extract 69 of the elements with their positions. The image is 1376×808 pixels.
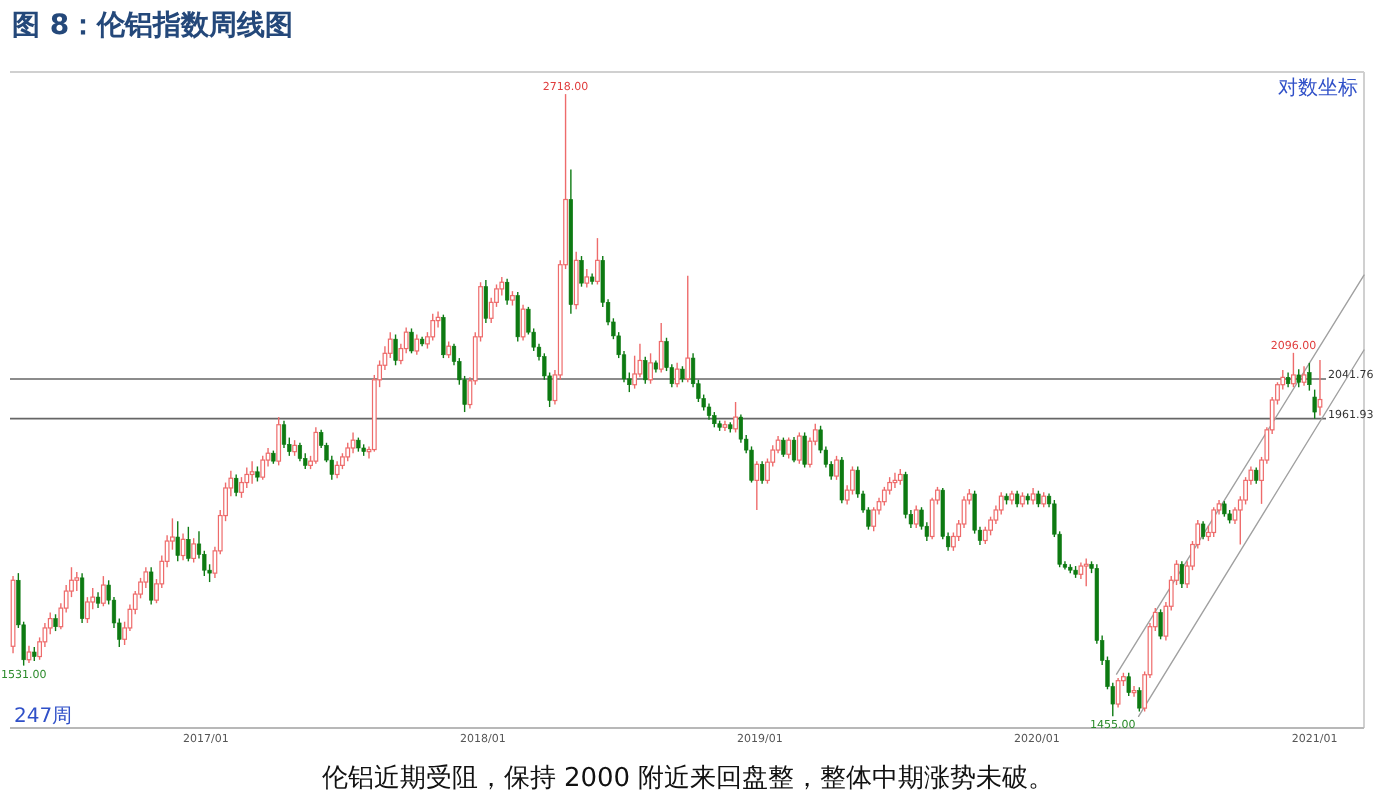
candlestick — [834, 455, 839, 481]
candlestick — [249, 460, 255, 485]
candlestick — [313, 426, 319, 465]
candlestick — [791, 436, 797, 463]
candlestick — [1158, 608, 1163, 640]
candlestick — [483, 279, 488, 324]
candlestick — [100, 575, 106, 607]
candlestick — [1137, 686, 1142, 713]
candlestick — [850, 465, 855, 496]
candlestick — [802, 431, 807, 469]
candlestick — [1317, 359, 1323, 417]
candlestick — [786, 436, 792, 460]
candlestick — [186, 526, 191, 563]
candlestick — [276, 416, 282, 467]
candlestick — [175, 520, 180, 563]
candlestick — [658, 322, 664, 374]
candlestick — [1307, 362, 1312, 392]
candlestick — [1179, 560, 1184, 589]
candlestick — [505, 278, 510, 306]
candlestick — [871, 506, 877, 533]
candlestick — [1126, 672, 1131, 697]
candlestick — [643, 355, 648, 385]
candlestick — [796, 431, 802, 465]
candlestick — [520, 303, 526, 342]
text: 伦铝近期受阻，保持 2000 附近来回盘整，整体中期涨势未破。 — [321, 764, 1055, 794]
candlestick — [1312, 388, 1317, 420]
candlestick — [414, 333, 420, 356]
candlestick — [234, 473, 239, 497]
candlestick — [430, 313, 436, 342]
annotation: 247周 — [14, 706, 73, 728]
candlestick — [297, 442, 303, 462]
candlestick — [1200, 520, 1206, 541]
candlestick — [595, 237, 600, 286]
candlestick — [674, 362, 680, 388]
candlestick — [441, 313, 446, 359]
candlestick — [74, 571, 80, 592]
candlestick — [409, 327, 414, 355]
candlestick — [1301, 365, 1307, 387]
candlestick — [260, 455, 266, 481]
chart-title: 图 8：伦铝指数周线图 — [12, 10, 294, 42]
candlestick — [191, 537, 197, 564]
candlestick — [1083, 557, 1089, 587]
candlestick — [839, 456, 844, 505]
candlestick — [393, 333, 398, 366]
candlestick — [648, 352, 653, 385]
candlestick — [685, 274, 691, 383]
candlestick — [180, 532, 186, 561]
candlestick — [239, 476, 244, 499]
candlestick — [760, 460, 765, 485]
candlestick — [781, 436, 786, 458]
candlestick — [281, 419, 287, 449]
candlestick — [903, 471, 908, 520]
candlestick — [584, 268, 590, 289]
candlestick — [579, 255, 584, 288]
candlestick — [913, 504, 919, 529]
candlestick — [1291, 352, 1296, 388]
candlestick — [1115, 677, 1121, 709]
candlestick — [754, 460, 760, 511]
candlestick — [1211, 506, 1217, 538]
candlestick — [1296, 368, 1301, 388]
candlestick — [733, 401, 738, 434]
candlestick — [80, 572, 85, 624]
candlestick — [998, 491, 1004, 516]
candlestick — [149, 566, 154, 606]
annotation: 对数坐标 — [1278, 76, 1358, 100]
candlestick — [515, 291, 520, 343]
candlestick — [350, 431, 356, 454]
candlestick — [85, 596, 90, 624]
candlestick — [573, 251, 579, 310]
